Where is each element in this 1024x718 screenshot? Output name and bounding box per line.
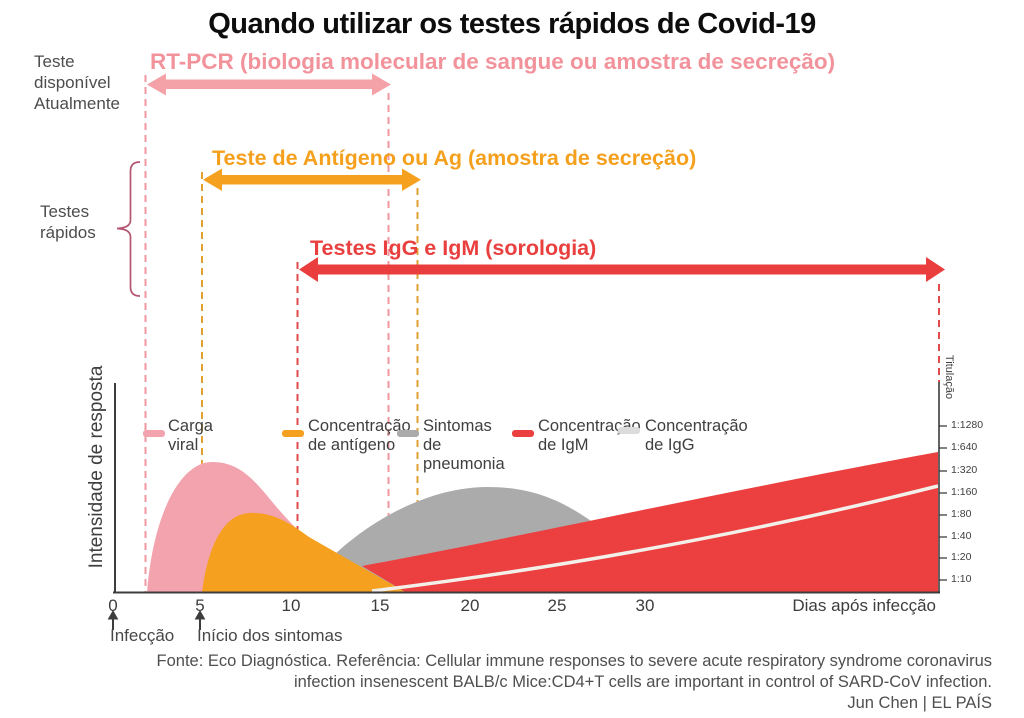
serology-range-arrow xyxy=(299,257,945,282)
viral-load-swatch xyxy=(143,430,165,437)
viral-load-legend-label: Carga viral xyxy=(168,417,213,454)
titer-tick-640: 1:640 xyxy=(951,441,978,453)
igg-concentration-line xyxy=(371,484,939,593)
x-tick-20: 20 xyxy=(460,596,480,615)
source-line-2: infection insenescent BALB/c Mice:CD4+T … xyxy=(293,673,992,691)
source-footer: Fonte: Eco Diagnóstica. Referência: Cell… xyxy=(42,651,992,714)
titer-tick-10: 1:10 xyxy=(951,573,972,585)
available-test-label: Teste disponível Atualmente xyxy=(34,52,120,113)
pneumonia-swatch xyxy=(397,430,419,437)
x-tick-10: 10 xyxy=(281,596,301,615)
antigen-swatch xyxy=(282,430,304,437)
titer-tick-320: 1:320 xyxy=(951,464,978,476)
infection-marker-arrow xyxy=(107,609,119,630)
band-heading-serology: Testes IgG e IgM (sorologia) xyxy=(310,236,597,260)
titer-tick-160: 1:160 xyxy=(951,486,978,498)
titer-tick-20: 1:20 xyxy=(951,551,972,563)
right-axis-ticks xyxy=(939,425,947,581)
x-tick-15: 15 xyxy=(370,596,390,615)
rapid-tests-brace xyxy=(116,161,141,297)
titer-tick-40: 1:40 xyxy=(951,530,972,542)
titer-tick-80: 1:80 xyxy=(951,508,972,520)
igg-swatch xyxy=(618,427,640,434)
page-title: Quando utilizar os testes rápidos de Cov… xyxy=(208,8,816,40)
y-axis-label: Intensidade de resposta xyxy=(86,365,107,569)
x-tick-0: 0 xyxy=(108,596,118,615)
band-heading-rtpcr: RT-PCR (biologia molecular de sangue ou … xyxy=(150,49,836,74)
x-tick-5: 5 xyxy=(195,596,205,615)
titer-tick-1280: 1:1280 xyxy=(951,419,984,431)
antigen-legend-label: Concentração de antígeno xyxy=(308,417,411,454)
band-heading-antigen: Teste de Antígeno ou Ag (amostra de secr… xyxy=(212,146,697,170)
symptom-onset-marker-arrow xyxy=(194,609,206,630)
x-tick-25: 25 xyxy=(547,596,567,615)
igg-legend-label: Concentração de IgG xyxy=(645,417,748,454)
rapid-tests-label: Testes rápidos xyxy=(40,202,96,242)
igm-swatch xyxy=(512,430,534,437)
x-tick-30: 30 xyxy=(635,596,655,615)
source-line-1: Fonte: Eco Diagnóstica. Referência: Cell… xyxy=(156,652,992,670)
right-axis-label: Titulação xyxy=(943,354,955,400)
igm-legend-label: Concentração de IgM xyxy=(538,417,641,454)
x-axis-label: Dias após infecção xyxy=(792,596,936,615)
infection-annotation: Infecção xyxy=(110,626,175,645)
pneumonia-legend-label: Sintomas de pneumonia xyxy=(423,417,505,473)
symptom-onset-annotation: Início dos sintomas xyxy=(197,626,343,645)
antigen-concentration-area xyxy=(202,512,407,593)
antigen-range-arrow xyxy=(203,168,421,191)
rtpcr-range-arrow xyxy=(147,73,391,96)
igm-concentration-area xyxy=(362,452,938,593)
credit-line: Jun Chen | EL PAÍS xyxy=(847,694,992,712)
